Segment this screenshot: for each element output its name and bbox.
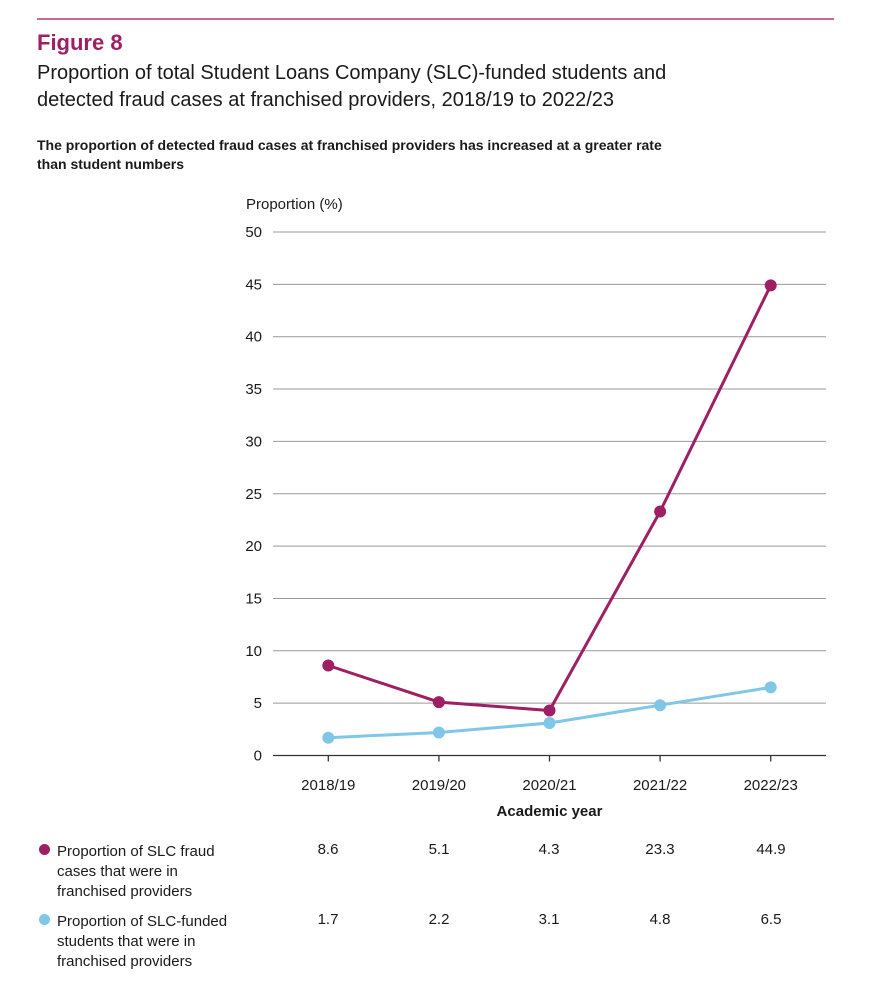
- svg-text:2020/21: 2020/21: [522, 777, 576, 794]
- svg-text:20: 20: [245, 538, 262, 555]
- svg-text:5: 5: [254, 695, 262, 712]
- svg-text:40: 40: [245, 329, 262, 346]
- svg-text:0: 0: [254, 748, 262, 765]
- svg-text:45: 45: [245, 276, 262, 293]
- svg-text:Academic year: Academic year: [497, 803, 603, 820]
- svg-text:2021/22: 2021/22: [633, 777, 687, 794]
- svg-text:25: 25: [245, 486, 262, 503]
- svg-text:2018/19: 2018/19: [301, 777, 355, 794]
- svg-text:35: 35: [245, 381, 262, 398]
- svg-text:15: 15: [245, 590, 262, 607]
- svg-text:10: 10: [245, 643, 262, 660]
- svg-text:2019/20: 2019/20: [412, 777, 466, 794]
- svg-text:30: 30: [245, 433, 262, 450]
- svg-text:2022/23: 2022/23: [744, 777, 798, 794]
- svg-text:50: 50: [245, 224, 262, 241]
